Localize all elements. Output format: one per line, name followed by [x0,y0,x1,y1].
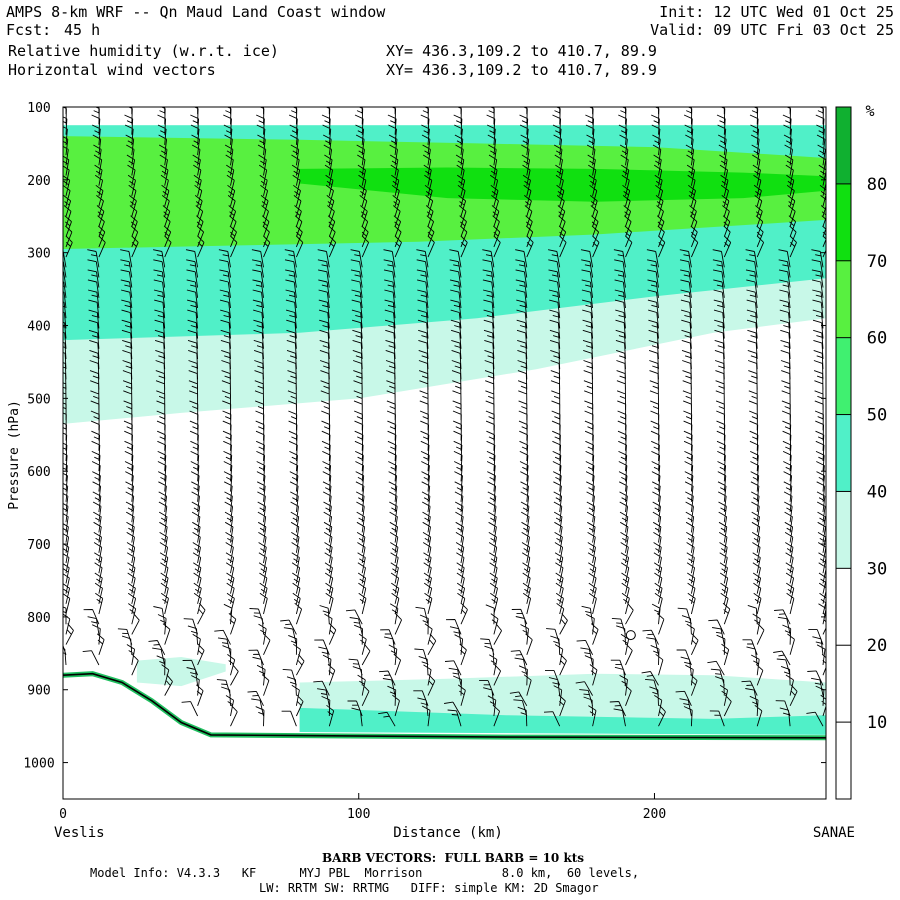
colorbar-swatch [836,414,851,492]
xy-range-2: XY= 436.3,109.2 to 410.7, 89.9 [386,61,657,79]
terrain-line [63,672,826,739]
colorbar-swatch [836,568,851,646]
y-tick-label: 800 [27,611,50,626]
colorbar-label: 60 [867,329,887,349]
xy-range-1: XY= 436.3,109.2 to 410.7, 89.9 [386,42,657,60]
y-tick-label: 500 [27,392,50,407]
colorbar-swatch [836,183,851,261]
colorbar-label: 20 [867,636,887,656]
forecast-value: 45 h [64,21,101,39]
colorbar-label: 30 [867,559,887,579]
x-axis-label: Distance (km) [393,825,503,841]
y-tick-label: 400 [27,320,50,335]
valid-time: Valid: 09 UTC Fri 03 Oct 25 [650,21,894,39]
y-tick-label: 1000 [23,757,54,772]
wind-barb-field [63,107,826,727]
colorbar-swatch [836,645,851,723]
field-humidity-label: Relative humidity (w.r.t. ice) [8,42,279,60]
forecast-label: Fcst: [6,21,52,39]
y-tick-label: 600 [27,465,50,480]
y-tick-label: 200 [27,174,50,189]
field-wind-label: Horizontal wind vectors [8,61,216,79]
y-tick-label: 100 [27,101,50,116]
colorbar-frame [835,106,852,800]
colorbar-swatch [836,337,851,415]
barb-vector-note: BARB VECTORS: FULL BARB = 10 kts [322,851,585,865]
plot-frame [62,106,827,800]
right-endpoint-label: SANAE [813,825,855,841]
rh-band-6 [136,657,226,687]
x-tick-label: 200 [643,807,666,822]
y-tick-label: 300 [27,247,50,262]
x-tick-label: 0 [59,807,67,822]
model-info: Model Info: V4.3.3 KF MYJ PBL Morrison 8… [90,866,640,880]
colorbar-label: 70 [867,252,887,272]
colorbar-label: 40 [867,482,887,502]
colorbar: 80 70 60 50 40 30 20 10% [835,102,887,800]
y-tick-label: 700 [27,538,50,553]
y-tick-label: 900 [27,684,50,699]
colorbar-swatch [836,260,851,338]
x-tick-label: 100 [347,807,370,822]
annotation-circle [625,630,636,641]
colorbar-swatch [836,491,851,569]
colorbar-swatch [836,722,851,799]
rh-band-5 [299,707,826,735]
model-window-title: AMPS 8-km WRF -- Qn Maud Land Coast wind… [6,3,386,21]
colorbar-label: 80 [867,175,887,195]
colorbar-label: 50 [867,406,887,426]
colorbar-label: 10 [867,713,887,733]
colorbar-swatch [836,107,851,184]
colorbar-unit: % [865,102,874,120]
left-endpoint-label: Veslis [54,825,105,841]
init-time: Init: 12 UTC Wed 01 Oct 25 [659,3,894,21]
y-axis-label: Pressure (hPa) [7,400,22,510]
physics-info: LW: RRTM SW: RRTMG DIFF: simple KM: 2D S… [259,881,599,895]
